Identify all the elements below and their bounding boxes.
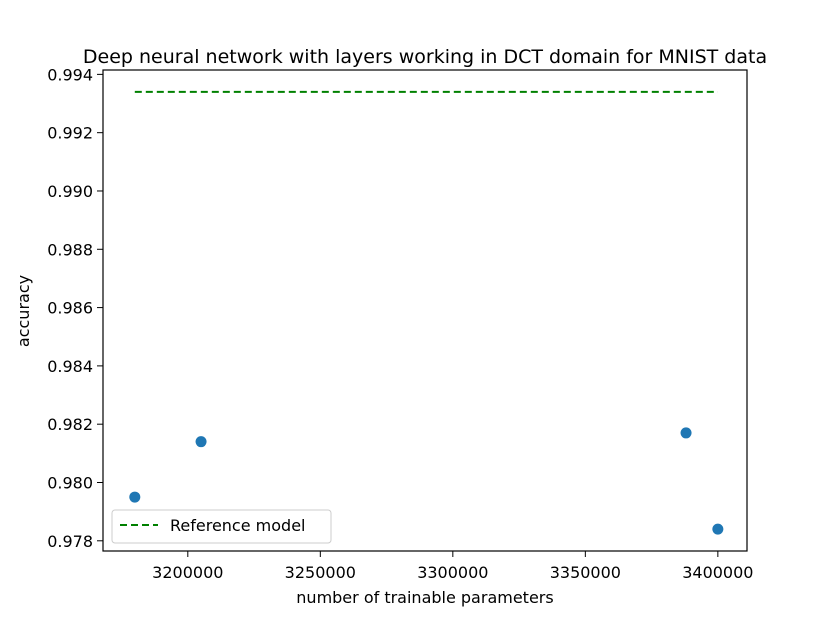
y-tick-label: 0.990: [47, 182, 93, 201]
scatter-point: [195, 436, 207, 448]
legend-reference-model-label: Reference model: [170, 516, 305, 535]
x-tick-label: 3350000: [550, 563, 621, 582]
chart-title: Deep neural network with layers working …: [83, 46, 767, 68]
y-tick-label: 0.984: [47, 357, 93, 376]
scatter-point: [712, 523, 724, 535]
y-tick-label: 0.988: [47, 240, 93, 259]
y-axis: 0.978 0.980 0.982 0.984 0.986 0.988 0.990 0.992…: [47, 65, 103, 551]
x-tick-label: 3250000: [285, 563, 356, 582]
y-tick-label: 0.992: [47, 124, 93, 143]
y-tick-label: 0.980: [47, 473, 93, 492]
x-tick-label: 3200000: [152, 563, 223, 582]
x-axis: 3200000 3250000 3300000 3350000 3400000: [152, 551, 753, 582]
legend: Reference model: [111, 509, 332, 544]
x-tick-label: 3300000: [417, 563, 488, 582]
y-axis-label: accuracy: [14, 275, 33, 347]
y-tick-label: 0.978: [47, 532, 93, 551]
series-layer: [129, 90, 724, 535]
y-tick-label: 0.986: [47, 299, 93, 318]
legend-box: [111, 509, 332, 544]
plot-area-frame: [102, 69, 748, 552]
y-tick-label: 0.994: [47, 65, 93, 84]
x-tick-label: 3400000: [682, 563, 753, 582]
scatter-point: [680, 427, 692, 439]
y-tick-label: 0.982: [47, 415, 93, 434]
scatter-point: [129, 491, 141, 503]
x-axis-label: number of trainable parameters: [296, 588, 553, 607]
